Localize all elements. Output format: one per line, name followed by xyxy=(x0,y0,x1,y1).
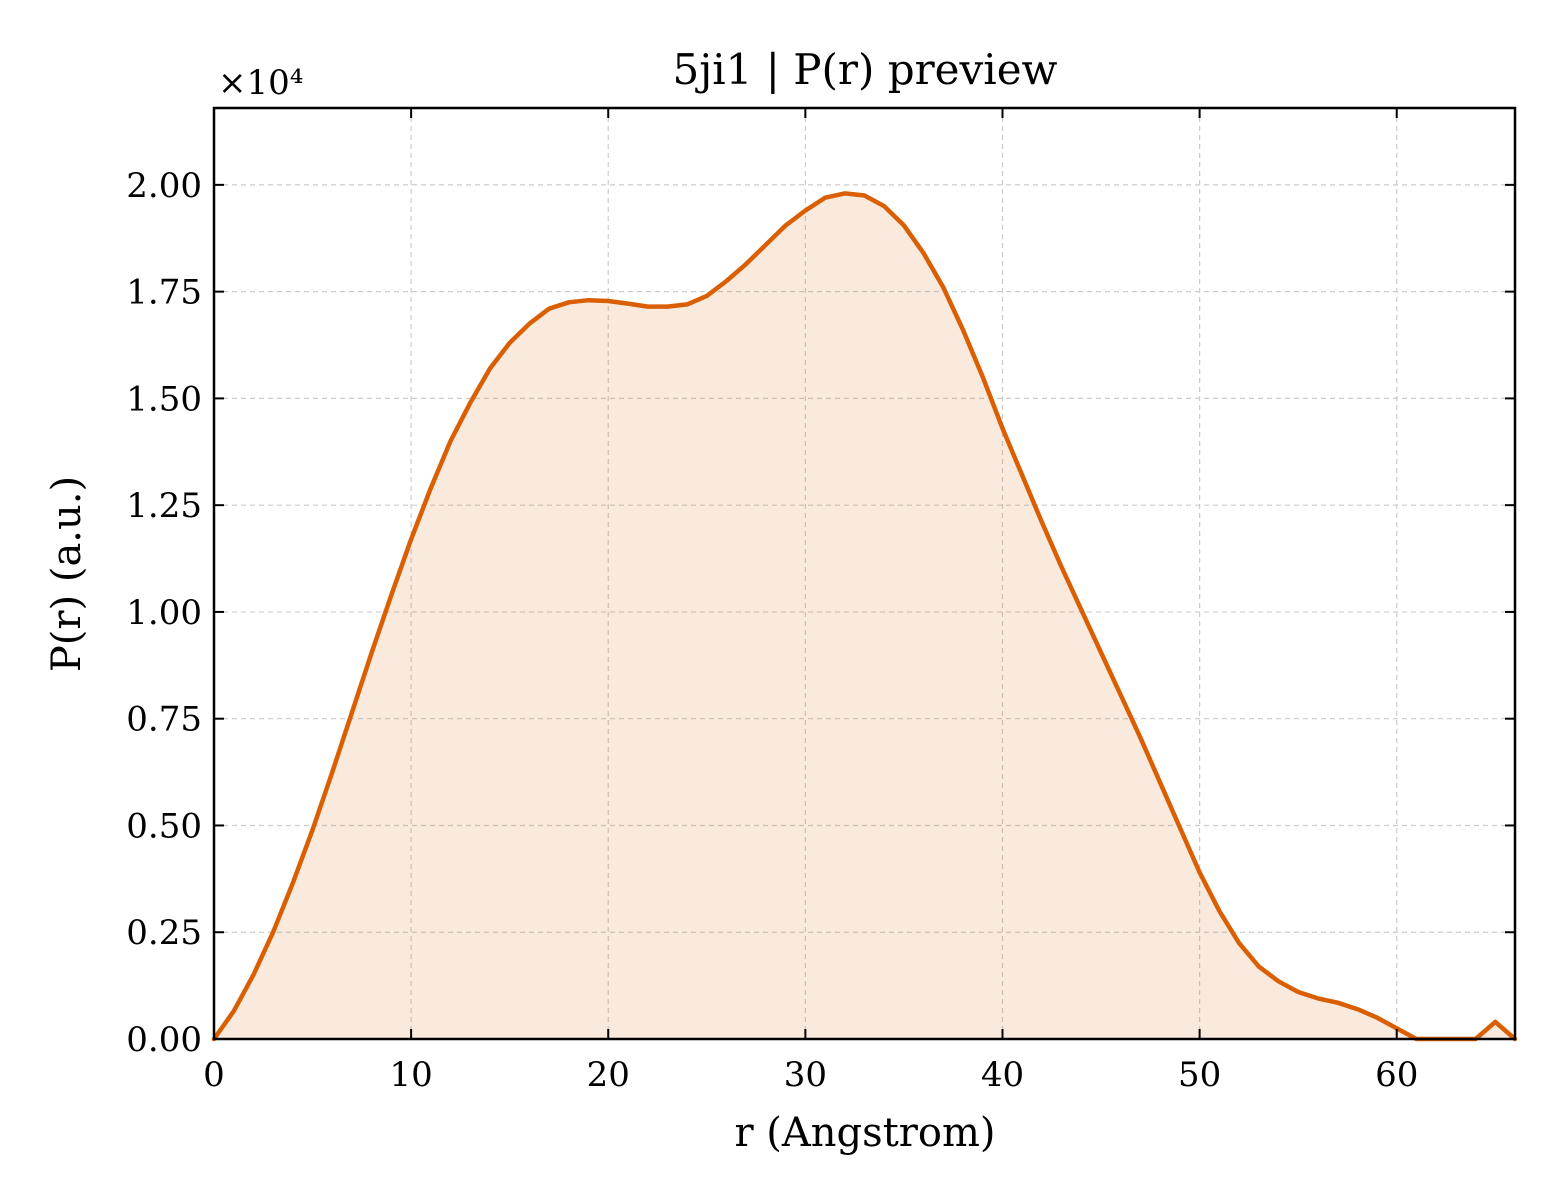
y-tick-label: 1.75 xyxy=(126,273,202,313)
x-tick-label: 20 xyxy=(587,1055,630,1095)
y-tick-label: 0.50 xyxy=(126,806,202,846)
chart-title: 5ji1 | P(r) preview xyxy=(673,45,1058,94)
plot-frame xyxy=(212,106,1517,1041)
y-tick-label: 0.75 xyxy=(126,700,202,740)
x-axis-label: r (Angstrom) xyxy=(734,1110,995,1156)
x-tick-label: 60 xyxy=(1375,1055,1418,1095)
series-curve xyxy=(211,191,1518,1042)
x-axis-ticks: 0 10 20 30 40 50 60 xyxy=(203,108,1418,1095)
series-area xyxy=(214,193,1515,1039)
y-tick-label: 2.00 xyxy=(126,166,202,206)
y-tick-label: 1.00 xyxy=(126,593,202,633)
y-tick-label: 1.50 xyxy=(126,379,202,419)
series-line xyxy=(211,191,1518,1042)
y-axis-label: P(r) (a.u.) xyxy=(44,476,90,672)
x-tick-label: 30 xyxy=(784,1055,827,1095)
y-axis-ticks: 0.00 0.25 0.50 0.75 1.00 1.25 1.50 1.75 2.00 xyxy=(126,166,1515,1060)
y-axis-multiplier: ×10⁴ xyxy=(218,63,303,103)
x-tick-label: 10 xyxy=(389,1055,432,1095)
y-tick-label: 1.25 xyxy=(126,486,202,526)
x-tick-label: 40 xyxy=(981,1055,1024,1095)
series-fill xyxy=(214,193,1515,1039)
y-tick-label: 0.25 xyxy=(126,913,202,953)
x-tick-label: 50 xyxy=(1178,1055,1221,1095)
y-tick-label: 0.00 xyxy=(126,1020,202,1060)
x-tick-label: 0 xyxy=(203,1055,225,1095)
grid xyxy=(214,108,1515,1039)
